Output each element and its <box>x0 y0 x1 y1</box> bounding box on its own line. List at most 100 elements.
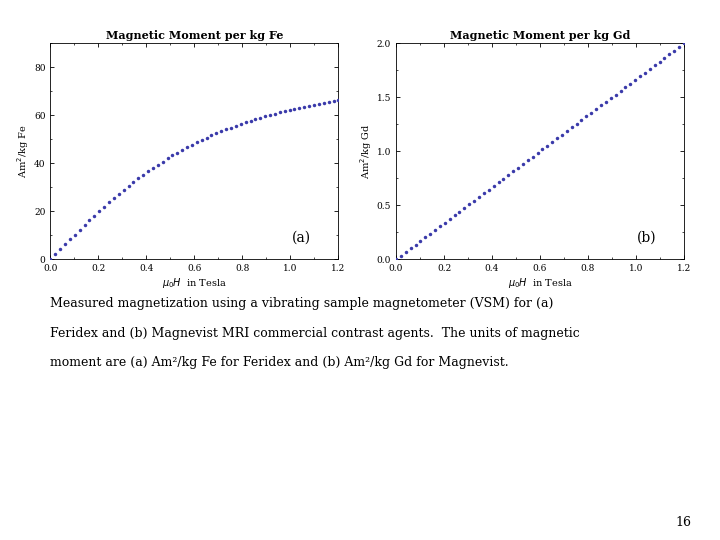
Point <box>566 123 577 132</box>
Point <box>400 247 412 256</box>
Point <box>678 39 690 48</box>
Point <box>157 157 168 166</box>
Point <box>395 251 407 260</box>
Point <box>225 123 237 132</box>
Point <box>473 193 485 201</box>
Point <box>59 240 71 249</box>
Point <box>152 160 163 169</box>
Point <box>620 83 631 91</box>
Point <box>468 197 480 205</box>
Point <box>390 255 402 264</box>
Point <box>605 94 616 103</box>
Point <box>464 200 475 208</box>
Point <box>415 237 426 245</box>
Point <box>99 202 110 211</box>
Point <box>561 127 572 136</box>
Point <box>624 79 636 88</box>
Text: (b): (b) <box>636 231 657 245</box>
Point <box>546 138 558 146</box>
Point <box>138 171 149 179</box>
Point <box>245 117 256 125</box>
Title: Magnetic Moment per kg Gd: Magnetic Moment per kg Gd <box>450 30 630 41</box>
Point <box>595 101 607 110</box>
Point <box>69 231 81 239</box>
Y-axis label: Am$^2$/kg Gd: Am$^2$/kg Gd <box>358 124 374 179</box>
Point <box>191 138 202 146</box>
Point <box>629 76 641 84</box>
Point <box>215 127 227 136</box>
Point <box>118 186 130 194</box>
Point <box>289 104 300 113</box>
Point <box>211 129 222 138</box>
Point <box>45 255 56 264</box>
Point <box>512 164 523 172</box>
Point <box>230 122 242 130</box>
Text: 16: 16 <box>675 516 691 529</box>
Point <box>580 112 592 121</box>
Point <box>313 99 325 108</box>
Point <box>220 125 232 134</box>
Point <box>255 113 266 122</box>
Point <box>299 102 310 111</box>
Point <box>492 178 504 187</box>
Point <box>508 167 519 176</box>
Point <box>449 211 460 220</box>
Point <box>600 98 612 106</box>
Point <box>527 152 539 161</box>
Point <box>410 240 421 249</box>
Point <box>649 61 660 70</box>
Point <box>639 68 651 77</box>
Point <box>420 233 431 241</box>
Text: Measured magnetization using a vibrating sample magnetometer (VSM) for (a): Measured magnetization using a vibrating… <box>50 297 554 310</box>
Text: (a): (a) <box>292 231 310 245</box>
Point <box>328 97 339 105</box>
Point <box>434 222 446 231</box>
Point <box>659 53 670 62</box>
Point <box>103 198 114 207</box>
Point <box>274 108 286 117</box>
Point <box>498 174 509 183</box>
Point <box>147 164 158 172</box>
X-axis label: $\mu_0 H$  in Tesla: $\mu_0 H$ in Tesla <box>162 276 227 290</box>
Point <box>429 226 441 234</box>
Point <box>673 43 685 51</box>
Point <box>259 112 271 120</box>
Point <box>279 107 290 116</box>
Point <box>284 105 295 114</box>
Point <box>318 98 330 107</box>
Point <box>171 148 183 157</box>
Point <box>186 140 198 149</box>
Point <box>541 141 553 150</box>
Point <box>132 174 144 183</box>
Point <box>610 90 621 99</box>
X-axis label: $\mu_0 H$  in Tesla: $\mu_0 H$ in Tesla <box>508 276 572 290</box>
Point <box>552 134 563 143</box>
Point <box>517 160 528 168</box>
Point <box>250 115 261 124</box>
Point <box>664 50 675 58</box>
Point <box>571 119 582 128</box>
Point <box>459 204 470 212</box>
Point <box>454 207 465 216</box>
Point <box>333 96 344 104</box>
Point <box>303 101 315 110</box>
Point <box>269 109 281 118</box>
Point <box>522 156 534 165</box>
Point <box>405 244 416 253</box>
Point <box>84 216 95 225</box>
Point <box>113 190 125 198</box>
Point <box>615 86 626 95</box>
Point <box>166 151 178 160</box>
Y-axis label: Am$^2$/kg Fe: Am$^2$/kg Fe <box>15 124 31 178</box>
Point <box>235 120 246 129</box>
Point <box>557 131 568 139</box>
Point <box>439 218 451 227</box>
Point <box>264 111 276 119</box>
Point <box>122 182 134 191</box>
Point <box>240 118 251 127</box>
Point <box>488 181 500 190</box>
Point <box>478 189 490 198</box>
Point <box>590 105 602 113</box>
Point <box>196 136 207 144</box>
Point <box>143 167 154 176</box>
